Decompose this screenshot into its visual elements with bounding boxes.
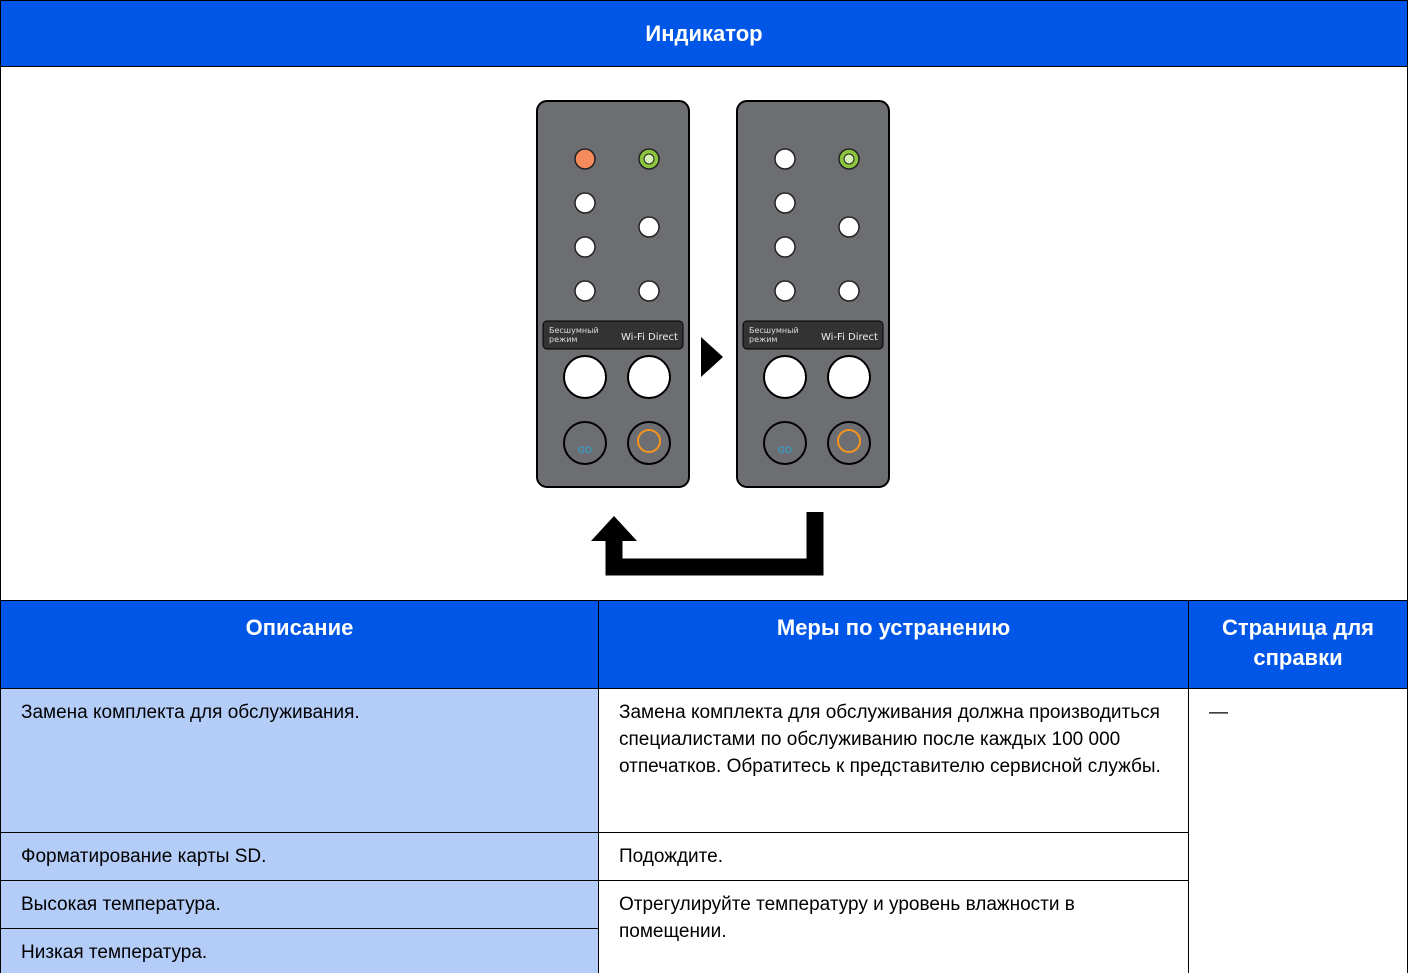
paper-led xyxy=(574,280,596,302)
go-label: GO xyxy=(778,446,792,456)
sleep-led xyxy=(638,216,660,238)
arrow-head xyxy=(591,516,637,541)
ready-ring xyxy=(843,153,855,165)
go-label: GO xyxy=(578,446,592,456)
panel-label: Wi-Fi Direct xyxy=(821,332,878,343)
description-cell: Замена комплекта для обслуживания. xyxy=(0,688,599,833)
panel-label: Бесшумный xyxy=(549,326,599,335)
toner-led xyxy=(574,236,596,258)
column-header: Страница для справки xyxy=(1188,600,1408,689)
remedy-cell: Замена комплекта для обслуживания должна… xyxy=(598,688,1189,833)
stop-button xyxy=(627,421,671,465)
column-header: Меры по устранению xyxy=(598,600,1189,689)
wifi-button xyxy=(627,355,671,399)
go-button xyxy=(763,421,807,465)
stop-icon xyxy=(637,429,661,453)
column-header: Описание xyxy=(0,600,599,689)
label-strip xyxy=(742,320,884,350)
wifi-led xyxy=(638,280,660,302)
panel-label: режим xyxy=(549,335,577,344)
image-cell: Бесшумный режим Wi-Fi Direct GO Бесшумный реж… xyxy=(0,66,1408,601)
panel-label: Wi-Fi Direct xyxy=(621,332,678,343)
stop-button xyxy=(827,421,871,465)
indicator-header: Индикатор xyxy=(0,0,1408,67)
panel-label: Бесшумный xyxy=(749,326,799,335)
sleep-led xyxy=(838,216,860,238)
attention-led xyxy=(774,148,796,170)
remedy-cell: Подождите. xyxy=(598,832,1189,881)
wifi-led xyxy=(838,280,860,302)
wifi-button xyxy=(827,355,871,399)
maintenance-led xyxy=(574,192,596,214)
attention-led xyxy=(574,148,596,170)
quiet-button xyxy=(763,355,807,399)
paper-led xyxy=(774,280,796,302)
description-cell: Высокая температура. xyxy=(0,880,599,929)
loop-arrow xyxy=(605,512,824,576)
description-cell: Низкая температура. xyxy=(0,928,599,973)
reference-cell: — xyxy=(1188,688,1408,973)
panel-label: режим xyxy=(749,335,777,344)
remedy-cell: Отрегулируйте температуру и уровень влаж… xyxy=(598,880,1189,973)
ready-ring xyxy=(643,153,655,165)
toner-led xyxy=(774,236,796,258)
panel xyxy=(536,100,690,488)
panel xyxy=(736,100,890,488)
maintenance-led xyxy=(774,192,796,214)
stop-icon xyxy=(837,429,861,453)
go-button xyxy=(563,421,607,465)
label-strip xyxy=(542,320,684,350)
quiet-button xyxy=(563,355,607,399)
arrow-right xyxy=(701,337,723,377)
description-cell: Форматирование карты SD. xyxy=(0,832,599,881)
